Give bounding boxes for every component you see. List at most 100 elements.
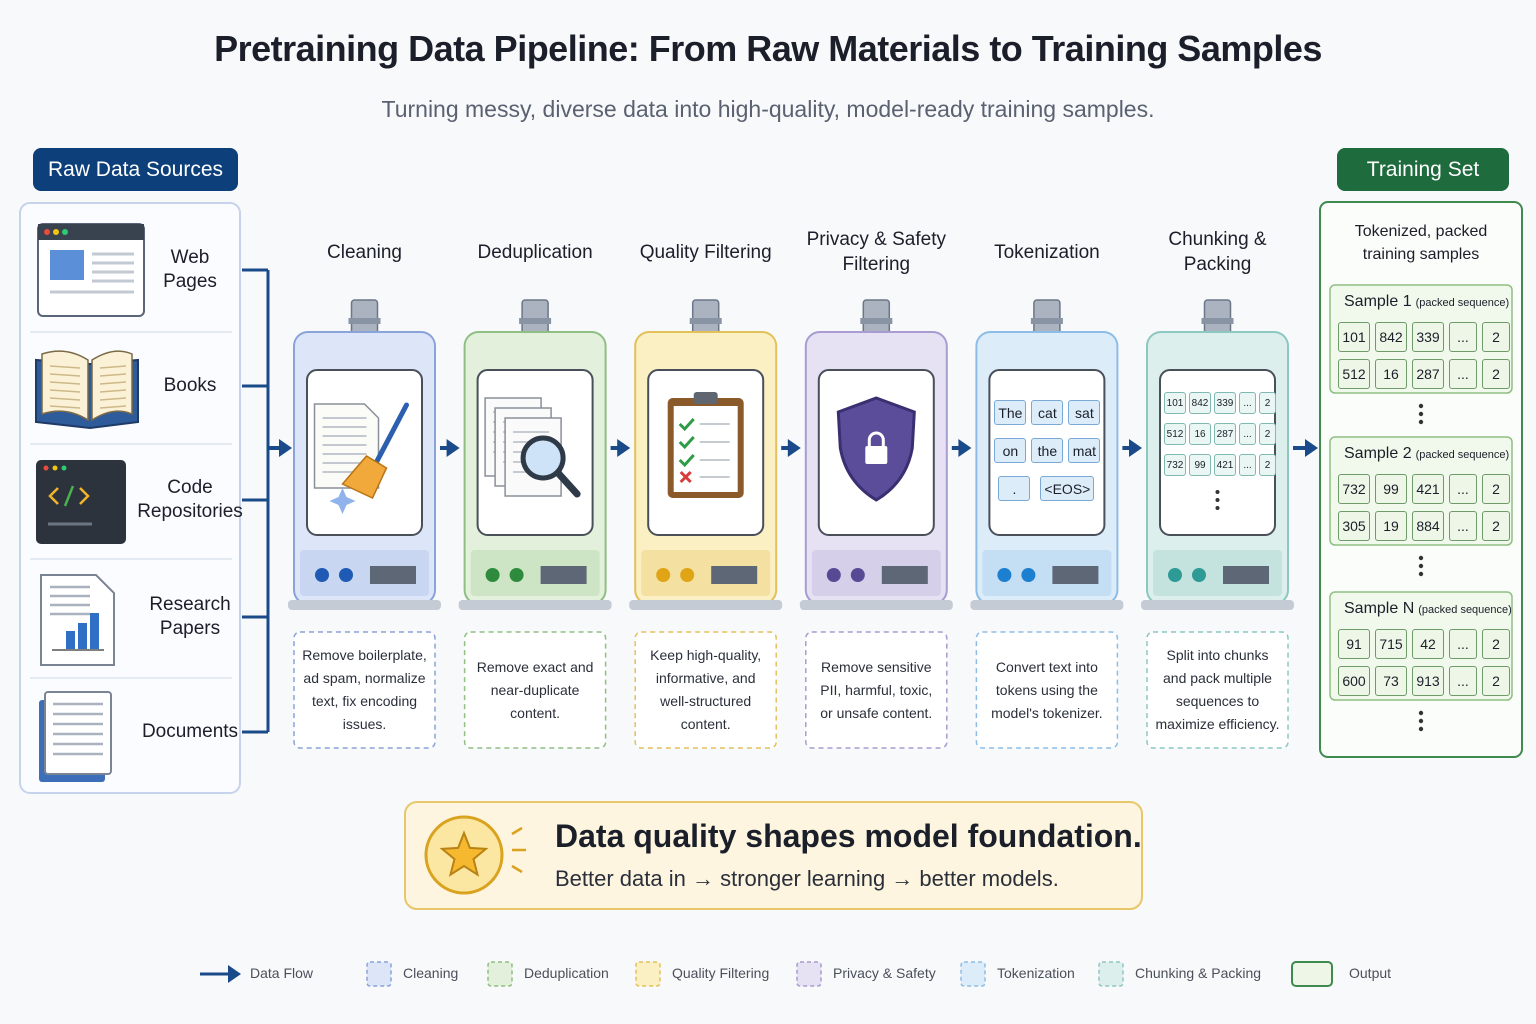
description-box [805, 631, 948, 749]
sample-token: 2 [1482, 629, 1510, 659]
chunk-token: 421 [1214, 454, 1236, 476]
source-label: Research Papers [149, 594, 231, 639]
ellipsis-dot [1215, 490, 1220, 494]
sample-token: 16 [1375, 359, 1407, 389]
chunk-token: ... [1239, 454, 1256, 476]
machine-light [826, 568, 841, 582]
chunk-token: 287 [1214, 423, 1236, 445]
stage-description: Remove sensitive PII, harmful, toxic, or… [820, 658, 933, 721]
machine-display [1223, 566, 1269, 584]
stage-description: Remove boilerplate, ad spam, normalize t… [302, 647, 427, 732]
chunk-token: 99 [1189, 454, 1211, 476]
sample-token: 101 [1338, 322, 1370, 352]
chunk-token: 732 [1164, 454, 1186, 476]
chunk-token: 101 [1164, 392, 1186, 414]
ellipsis-dot [1418, 411, 1424, 417]
star-ray [511, 826, 523, 836]
machine-display [1052, 566, 1099, 584]
machine-cap [1033, 299, 1061, 335]
star-ray [511, 864, 523, 874]
browser-dot [62, 229, 68, 235]
machine-panel [300, 550, 429, 596]
machine-light [656, 568, 671, 582]
browser-dot [53, 229, 59, 235]
token: on [994, 438, 1027, 463]
machine-panel [1153, 550, 1282, 596]
machine-cap-ring [689, 318, 722, 324]
token: <EOS> [1040, 476, 1095, 501]
subtitle: Turning messy, diverse data into high-qu… [381, 96, 1155, 122]
flow-arrow-head [1305, 439, 1318, 457]
machine-panel [811, 550, 941, 596]
flow-arrow-head [787, 439, 801, 457]
sample-token: 19 [1375, 511, 1407, 541]
machine-cap [521, 299, 549, 335]
flow-arrow-head [446, 439, 460, 457]
book-line [99, 381, 127, 385]
machine-cap [862, 299, 891, 335]
stage-description: Remove exact and near-duplicate content. [476, 658, 594, 721]
machine-light [1168, 568, 1182, 582]
ellipsis-dot [1215, 498, 1220, 502]
ellipsis-dot [1418, 419, 1424, 425]
book-left-page [41, 350, 89, 422]
sample-note: (packed sequence) [1418, 604, 1512, 616]
book-line [49, 389, 81, 393]
ellipsis-dot [1418, 555, 1424, 561]
stage-name: Privacy & Safety Filtering [806, 229, 946, 275]
sample-token: 2 [1482, 511, 1510, 541]
source-icon [37, 223, 145, 317]
stage-name: Tokenization [994, 241, 1100, 263]
legend-label: Tokenization [997, 965, 1075, 981]
machine-cap-ring [348, 318, 381, 324]
machine-cap [350, 299, 379, 335]
legend-label: Deduplication [524, 965, 609, 981]
machine-base [458, 600, 612, 610]
book-line [49, 365, 81, 369]
flow-arrow-head [1129, 439, 1142, 457]
sample-token: ... [1449, 474, 1477, 504]
machine-light [680, 568, 695, 582]
sample-token: 421 [1412, 474, 1444, 504]
machine-panel [982, 550, 1112, 596]
book-line [99, 389, 127, 393]
sample-token: 42 [1412, 629, 1444, 659]
machine-light [850, 568, 865, 582]
sample-token: 600 [1338, 666, 1370, 696]
sample-token: 512 [1338, 359, 1370, 389]
title: Pretraining Data Pipeline: From Raw Mate… [214, 28, 1322, 69]
machine-base [288, 600, 441, 610]
browser-dot [44, 229, 50, 235]
source-label: Documents [141, 721, 239, 742]
legend-label: Quality Filtering [672, 965, 770, 981]
token: the [1031, 438, 1064, 463]
sources-pill: Raw Data Sources [33, 148, 238, 191]
flow-arrow-head [228, 965, 241, 983]
source-icon [36, 460, 126, 544]
book-line [49, 397, 81, 401]
flow-arrow-head [958, 439, 972, 457]
chunk-token: 2 [1259, 423, 1276, 445]
sample-token: 99 [1375, 474, 1407, 504]
check [678, 417, 695, 432]
machine-cap [691, 299, 720, 335]
paper-bar [90, 613, 99, 649]
chunk-token: 339 [1214, 392, 1236, 414]
book-line [49, 405, 81, 409]
star [439, 830, 489, 877]
chunk-token: 842 [1189, 392, 1211, 414]
cross [679, 470, 692, 484]
description-box [293, 631, 436, 749]
chunk-token: 16 [1189, 423, 1211, 445]
legend-swatch [1098, 961, 1124, 987]
sample-label: Sample 2 (packed sequence) [1344, 445, 1509, 463]
source-label: Books [163, 375, 217, 396]
source-icon [40, 574, 115, 666]
machine-base [799, 600, 953, 610]
machine-panel [641, 550, 771, 596]
machine-light [997, 568, 1012, 582]
machine-display [540, 566, 587, 584]
chunk-token: 2 [1259, 454, 1276, 476]
paper-bar [78, 623, 87, 649]
